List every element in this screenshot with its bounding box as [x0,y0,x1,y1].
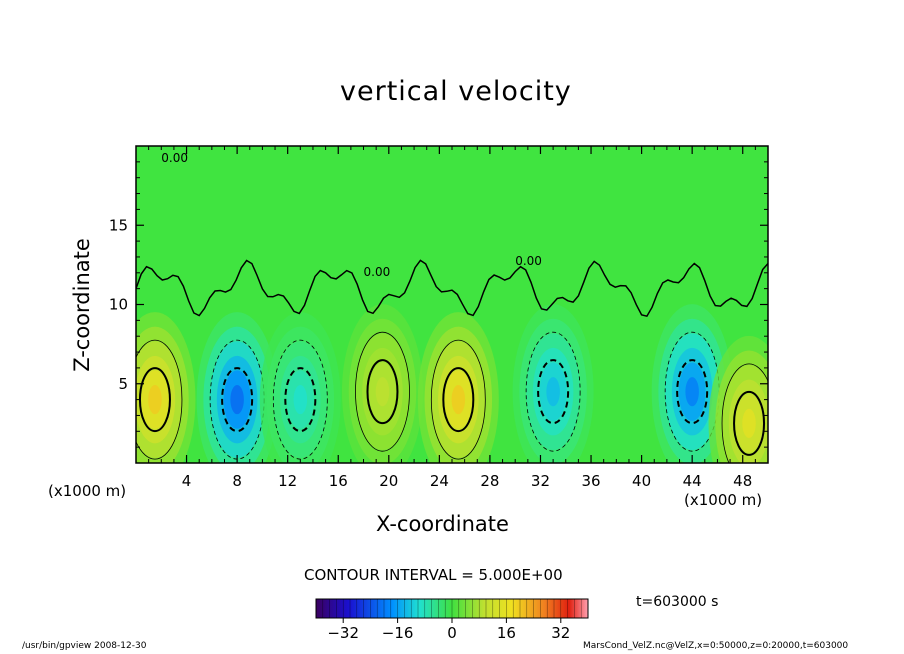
colorbar-tick-label-2: −16 [382,624,414,642]
velocity-cell-3 [259,312,341,463]
y-axis-label: Z-coordinate [70,238,94,372]
zero-contour-label-3: 0.00 [161,151,188,165]
zero-contour-line [136,259,768,318]
x-tick-label-9: 36 [581,472,600,490]
x-unit-label-right: (x1000 m) [684,491,763,509]
x-unit-label-left: (x1000 m) [48,482,127,500]
colorbar: −32 −16 0 16 32 [315,598,589,642]
x-tick-label-4: 16 [329,472,348,490]
x-tick-label-6: 24 [430,472,449,490]
chart-title: vertical velocity [340,76,572,107]
zero-contour-label-2: 0.00 [515,254,542,268]
colorbar-tick-label-3: 0 [447,624,457,642]
footer-source: MarsCond_VelZ.nc@VelZ,x=0:50000,z=0:2000… [583,641,849,651]
colorbar-tick-label-5: 32 [551,624,570,642]
velocity-cell-6 [512,304,594,463]
x-tick-label-5: 20 [379,472,398,490]
velocity-cell-4 [341,304,423,463]
x-tick-label-2: 8 [232,472,242,490]
plot-area: 0.00 0.00 0.00 [136,146,768,463]
velocity-cell-1 [136,312,196,463]
contour-interval-label: CONTOUR INTERVAL = 5.000E+00 [304,566,563,584]
velocity-cell-5 [417,312,499,463]
x-tick-label-11: 44 [683,472,702,490]
y-tick-label-3: 15 [109,216,128,234]
velocity-cell-8 [708,335,768,463]
footer-program-date: /usr/bin/gpview 2008-12-30 [22,641,147,651]
zero-contour-label-1: 0.00 [364,265,391,279]
x-tick-label-10: 40 [632,472,651,490]
velocity-cell-2 [196,312,278,463]
x-tick-label-12: 48 [733,472,752,490]
x-tick-label-3: 12 [278,472,297,490]
x-tick-label-7: 28 [480,472,499,490]
colorbar-tick-label-1: −32 [327,624,359,642]
x-tick-label-8: 32 [531,472,550,490]
x-axis-label: X-coordinate [376,512,509,536]
x-tick-label-1: 4 [182,472,192,490]
colorbar-tick-label-4: 16 [497,624,516,642]
time-label: t=603000 s [636,594,719,610]
y-tick-label-2: 10 [109,296,128,314]
y-tick-label-1: 5 [118,375,128,393]
